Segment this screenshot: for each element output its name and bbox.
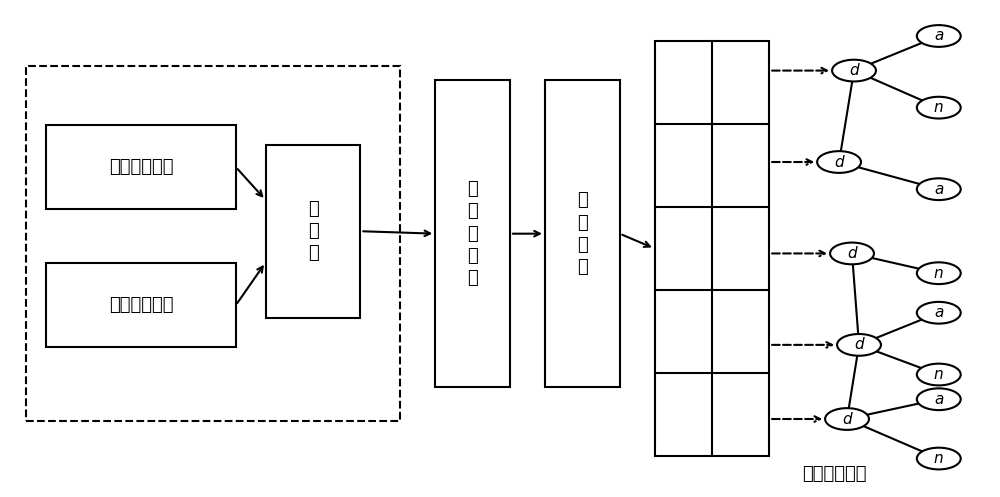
Circle shape (917, 97, 961, 118)
Circle shape (837, 334, 881, 356)
Text: 正常用户样本: 正常用户样本 (109, 158, 173, 176)
Bar (545, 81, 620, 387)
Circle shape (917, 302, 961, 324)
Circle shape (917, 388, 961, 410)
Text: n: n (934, 367, 944, 382)
Text: 随机森林分类: 随机森林分类 (802, 465, 866, 483)
Text: d: d (849, 63, 859, 78)
Text: 数
据
预
处
理: 数 据 预 处 理 (467, 180, 478, 287)
Text: 数
据
集: 数 据 集 (308, 200, 318, 262)
Bar (46, 125, 236, 209)
Bar (655, 41, 769, 456)
Bar (26, 66, 400, 421)
Text: a: a (934, 305, 943, 320)
Circle shape (917, 178, 961, 200)
Text: n: n (934, 451, 944, 466)
Circle shape (917, 262, 961, 284)
Bar (46, 263, 236, 347)
Text: a: a (934, 392, 943, 407)
Circle shape (817, 151, 861, 173)
Circle shape (830, 243, 874, 264)
Circle shape (832, 60, 876, 82)
Text: a: a (934, 182, 943, 197)
Text: n: n (934, 266, 944, 281)
Text: 窃电用户样本: 窃电用户样本 (109, 296, 173, 314)
Text: n: n (934, 100, 944, 115)
Text: d: d (847, 246, 857, 261)
Text: d: d (854, 337, 864, 352)
Circle shape (917, 25, 961, 47)
Circle shape (825, 408, 869, 430)
Text: 特
征
提
取: 特 征 提 取 (577, 191, 588, 276)
Text: d: d (842, 412, 852, 426)
Circle shape (917, 364, 961, 385)
Bar (266, 145, 360, 318)
Bar (435, 81, 510, 387)
Circle shape (917, 448, 961, 470)
Text: d: d (834, 155, 844, 169)
Text: a: a (934, 28, 943, 43)
